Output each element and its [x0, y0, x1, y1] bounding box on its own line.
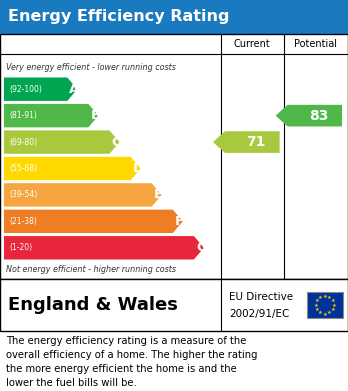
Text: 83: 83 [309, 109, 329, 123]
Text: D: D [133, 162, 144, 175]
Text: EU Directive: EU Directive [229, 292, 293, 302]
Polygon shape [213, 131, 280, 153]
Text: 71: 71 [247, 135, 266, 149]
Text: lower the fuel bills will be.: lower the fuel bills will be. [6, 378, 137, 388]
Text: Energy Efficiency Rating: Energy Efficiency Rating [8, 9, 229, 25]
Polygon shape [4, 157, 141, 180]
Text: ★: ★ [318, 295, 323, 300]
Text: (92-100): (92-100) [9, 85, 42, 94]
Text: ★: ★ [314, 303, 318, 307]
Text: A: A [69, 83, 80, 96]
Text: F: F [175, 215, 184, 228]
Bar [307, 292, 343, 318]
Bar [0, 0, 348, 34]
Text: C: C [111, 136, 121, 149]
Text: ★: ★ [315, 307, 319, 312]
Text: ★: ★ [323, 312, 327, 316]
Text: Potential: Potential [294, 39, 337, 49]
Text: ★: ★ [323, 294, 327, 298]
Bar [0, 279, 348, 331]
Text: (1-20): (1-20) [9, 243, 32, 252]
Polygon shape [4, 183, 162, 206]
Text: ★: ★ [315, 298, 319, 303]
Polygon shape [4, 77, 77, 101]
Text: ★: ★ [330, 307, 335, 312]
Text: the more energy efficient the home is and the: the more energy efficient the home is an… [6, 364, 237, 374]
Polygon shape [276, 105, 342, 126]
Text: ★: ★ [330, 298, 335, 303]
Polygon shape [4, 130, 119, 154]
Text: ★: ★ [318, 310, 323, 315]
Text: Current: Current [234, 39, 271, 49]
Text: G: G [196, 241, 207, 254]
Text: (21-38): (21-38) [9, 217, 37, 226]
Text: (39-54): (39-54) [9, 190, 37, 199]
Polygon shape [4, 236, 204, 260]
Text: E: E [154, 188, 163, 201]
Text: Not energy efficient - higher running costs: Not energy efficient - higher running co… [6, 264, 176, 273]
Polygon shape [4, 210, 183, 233]
Text: England & Wales: England & Wales [8, 296, 178, 314]
Text: The energy efficiency rating is a measure of the: The energy efficiency rating is a measur… [6, 336, 246, 346]
Text: Very energy efficient - lower running costs: Very energy efficient - lower running co… [6, 63, 176, 72]
Text: ★: ★ [327, 295, 332, 300]
Text: (69-80): (69-80) [9, 138, 37, 147]
Text: (81-91): (81-91) [9, 111, 37, 120]
Text: overall efficiency of a home. The higher the rating: overall efficiency of a home. The higher… [6, 350, 258, 360]
Polygon shape [4, 104, 98, 127]
Bar [0, 34, 348, 279]
Text: ★: ★ [327, 310, 332, 315]
Text: ★: ★ [332, 303, 337, 307]
Text: B: B [90, 109, 101, 122]
Text: 2002/91/EC: 2002/91/EC [229, 309, 289, 319]
Text: (55-68): (55-68) [9, 164, 37, 173]
